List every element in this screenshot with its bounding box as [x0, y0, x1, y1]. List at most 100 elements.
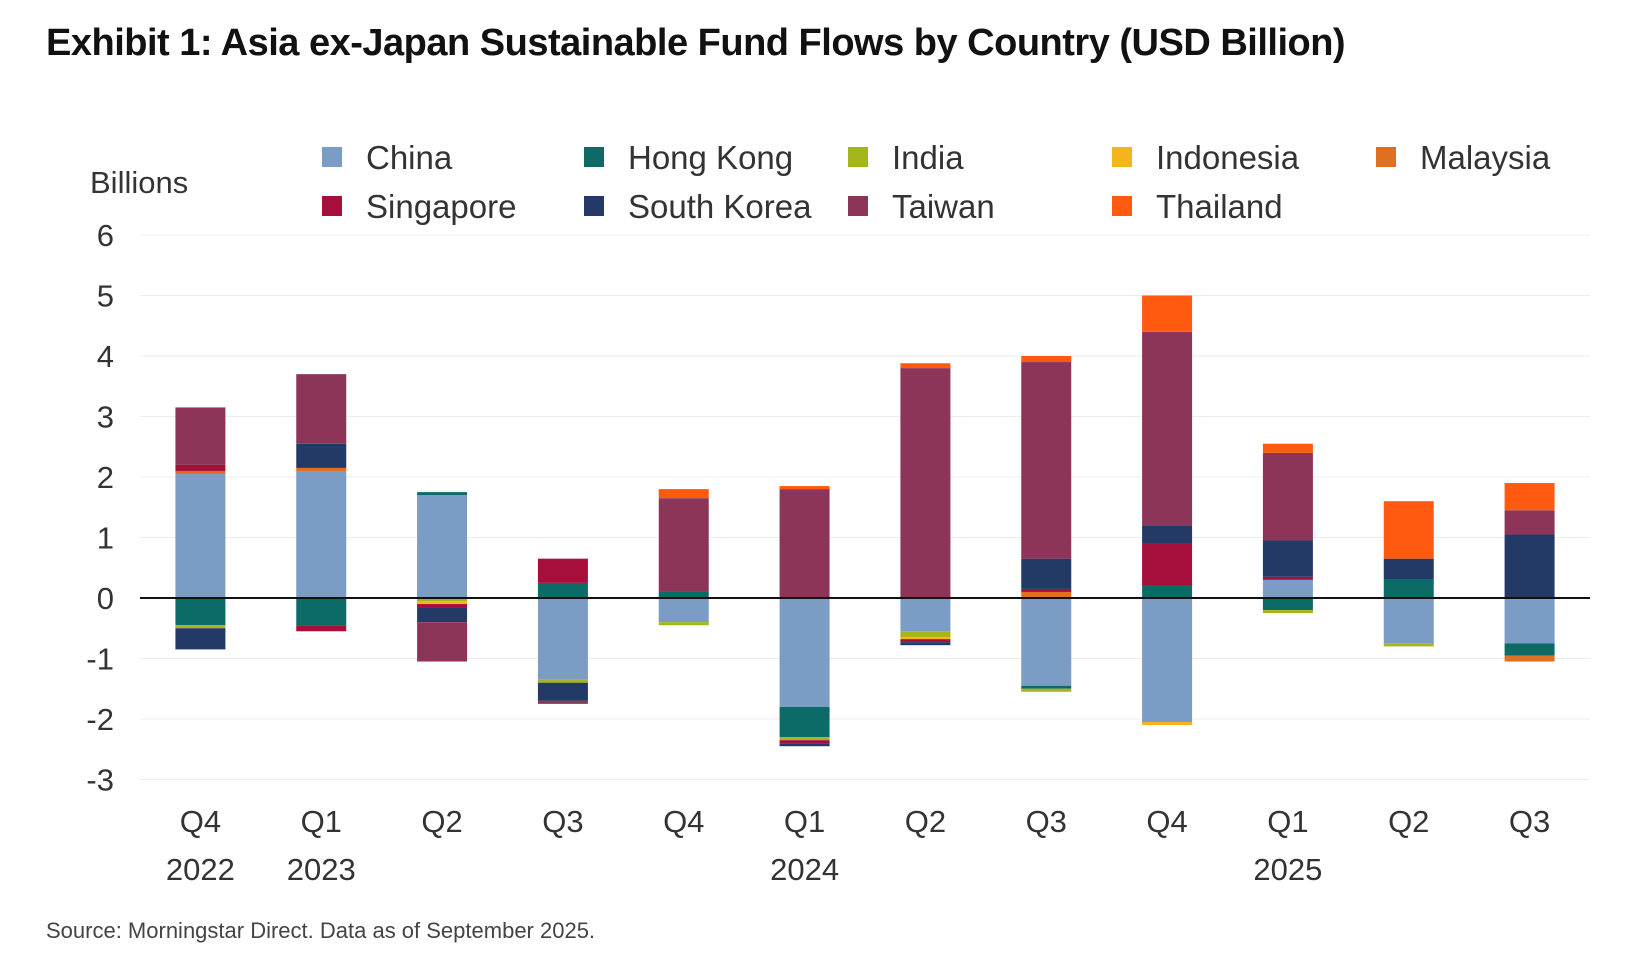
bar-segment-thailand	[779, 486, 830, 490]
bar-segment-hong-kong	[658, 591, 709, 598]
x-tick-label: Q1	[784, 804, 825, 839]
bar-segment-thailand	[900, 363, 951, 369]
bar-segment-taiwan	[175, 407, 226, 465]
bar-segment-thailand	[1142, 295, 1193, 332]
legend-label: Thailand	[1156, 188, 1283, 225]
legend-swatch-taiwan	[848, 196, 868, 216]
bar-segment-taiwan	[1142, 331, 1193, 526]
x-tick-year-label: 2022	[166, 852, 235, 887]
bar-segment-china	[900, 598, 951, 632]
bar-segment-south-korea	[296, 443, 347, 468]
bar-segment-taiwan	[1021, 362, 1072, 559]
bar-segment-taiwan	[779, 489, 830, 598]
bar-segment-south-korea	[1142, 525, 1193, 544]
x-tick-label: Q3	[1026, 804, 1067, 839]
bar-segment-india	[900, 631, 951, 638]
y-tick-label: 3	[97, 400, 114, 435]
bar-segment-india	[537, 679, 588, 683]
bar-segment-china	[417, 495, 468, 598]
bar-segment-malaysia	[175, 470, 226, 474]
x-tick-label: Q3	[542, 804, 583, 839]
y-tick-label: 0	[97, 581, 114, 616]
legend-label: Taiwan	[892, 188, 995, 225]
bar-segment-china	[1383, 598, 1434, 644]
legend-label: Singapore	[366, 188, 516, 225]
bar-segment-indonesia	[900, 637, 951, 640]
x-tick-label: Q1	[301, 804, 342, 839]
x-tick-year-label: 2024	[770, 852, 839, 887]
x-tick-label: Q4	[1146, 804, 1187, 839]
bar-segment-south-korea	[175, 628, 226, 650]
bars	[175, 295, 1555, 747]
y-axis-title: Billions	[90, 165, 188, 200]
y-tick-label: -1	[86, 642, 114, 677]
bar-segment-china	[537, 598, 588, 680]
x-tick-year-label: 2025	[1253, 852, 1322, 887]
bar-segment-china	[175, 473, 226, 598]
bar-segment-taiwan	[296, 374, 347, 444]
legend-swatch-malaysia	[1376, 147, 1396, 167]
bar-segment-india	[175, 625, 226, 629]
legend-label: Malaysia	[1420, 139, 1551, 176]
legend-label: Hong Kong	[628, 139, 793, 176]
bar-segment-taiwan	[900, 368, 951, 598]
bar-segment-south-korea	[1383, 558, 1434, 580]
gridlines	[140, 234, 1590, 780]
x-tick-label: Q2	[1388, 804, 1429, 839]
bar-segment-china	[1142, 598, 1193, 723]
legend-label: China	[366, 139, 453, 176]
x-tick-label: Q2	[421, 804, 462, 839]
legend-label: South Korea	[628, 188, 812, 225]
y-tick-label: 5	[97, 279, 114, 314]
bar-segment-china	[1021, 598, 1072, 686]
bar-segment-hong-kong	[175, 598, 226, 626]
legend-swatch-china	[322, 147, 342, 167]
bar-segment-indonesia	[1142, 722, 1193, 726]
bar-segment-south-korea	[537, 682, 588, 701]
bar-segment-malaysia	[1021, 591, 1072, 598]
bar-segment-china	[296, 470, 347, 598]
bar-segment-india	[1383, 643, 1434, 647]
legend-label: India	[892, 139, 964, 176]
x-axis-ticks: Q4 2022 Q1 2023 Q2 Q3 Q4 Q1 2024 Q2 Q3 Q4 Q1 2025 Q2 Q3	[166, 804, 1550, 887]
x-tick-label: Q2	[905, 804, 946, 839]
bar-segment-india	[1262, 610, 1313, 614]
legend-label: Indonesia	[1156, 139, 1300, 176]
bar-segment-china	[658, 598, 709, 623]
legend-swatch-thailand	[1112, 196, 1132, 216]
bar-segment-hong-kong	[1262, 598, 1313, 611]
y-tick-label: -3	[86, 763, 114, 798]
bar-segment-singapore	[1021, 588, 1072, 592]
bar-segment-taiwan	[537, 700, 588, 704]
bar-segment-china	[1262, 579, 1313, 598]
bar-segment-singapore	[296, 625, 347, 632]
bar-segment-malaysia	[296, 467, 347, 471]
x-tick-label: Q4	[180, 804, 221, 839]
legend-swatch-singapore	[322, 196, 342, 216]
legend: China Hong Kong India Indonesia Malaysia Sing…	[322, 139, 1551, 225]
bar-segment-indonesia	[417, 601, 468, 605]
x-tick-label: Q3	[1509, 804, 1550, 839]
bar-segment-hong-kong	[296, 598, 347, 626]
y-tick-label: 4	[97, 339, 114, 374]
y-tick-label: -2	[86, 702, 114, 737]
bar-segment-taiwan	[658, 498, 709, 592]
bar-segment-singapore	[1262, 576, 1313, 580]
bar-segment-singapore	[417, 604, 468, 608]
bar-segment-singapore	[900, 639, 951, 643]
bar-segment-taiwan	[1262, 452, 1313, 541]
bar-segment-hong-kong	[1504, 643, 1555, 656]
bar-segment-thailand	[1262, 443, 1313, 453]
bar-segment-india	[417, 598, 468, 602]
bar-segment-south-korea	[1262, 540, 1313, 577]
x-tick-label: Q1	[1267, 804, 1308, 839]
bar-segment-singapore	[175, 464, 226, 471]
y-tick-label: 2	[97, 460, 114, 495]
bar-segment-thailand	[1504, 483, 1555, 511]
bar-segment-hong-kong	[417, 492, 468, 496]
bar-segment-china	[779, 598, 830, 707]
y-axis-ticks: 6 5 4 3 2 1 0 -1 -2 -3	[86, 218, 114, 798]
y-tick-label: 1	[97, 521, 114, 556]
legend-swatch-india	[848, 147, 868, 167]
